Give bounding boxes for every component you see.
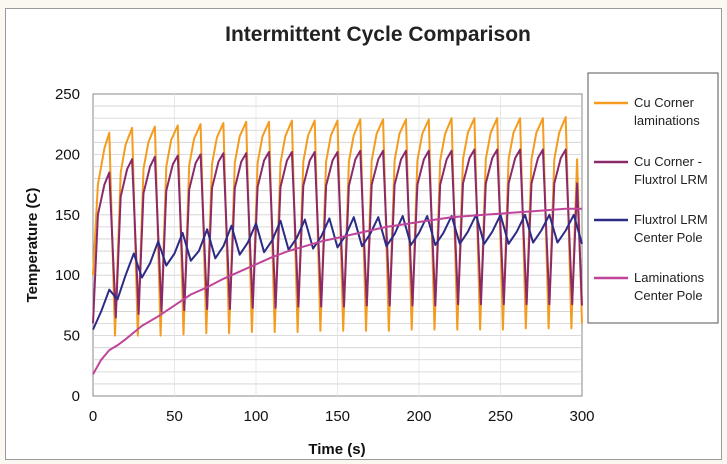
legend-label: Laminations xyxy=(634,270,705,285)
y-axis-title: Temperature (C) xyxy=(24,188,41,303)
legend-label: Cu Corner - xyxy=(634,154,702,169)
y-tick-label: 100 xyxy=(55,267,80,284)
y-tick-label: 200 xyxy=(55,146,80,163)
series-line-3 xyxy=(92,213,583,331)
chart-title: Intermittent Cycle Comparison xyxy=(225,23,531,46)
x-tick-label: 150 xyxy=(325,408,350,425)
legend-label: Center Pole xyxy=(634,288,703,303)
legend-label: Fluxtrol LRM xyxy=(634,172,708,187)
legend-box xyxy=(587,72,719,324)
y-tick-label: 0 xyxy=(72,388,80,405)
legend-label: laminations xyxy=(634,113,700,128)
legend-label: Center Pole xyxy=(634,230,703,245)
x-axis-title: Time (s) xyxy=(308,441,365,458)
y-tick-label: 250 xyxy=(55,86,80,103)
chart-canvas: Intermittent Cycle Comparison 0 50 100 150 2… xyxy=(24,23,719,458)
x-tick-label: 50 xyxy=(166,408,183,425)
legend-label: Fluxtrol LRM xyxy=(634,212,708,227)
x-tick-label: 0 xyxy=(89,408,97,425)
x-tick-label: 300 xyxy=(569,408,594,425)
legend: Cu Corner laminations Cu Corner - Fluxtrol … xyxy=(587,72,719,324)
y-axis-ticks: 0 50 100 150 200 250 xyxy=(55,86,80,405)
series-lines xyxy=(92,116,583,375)
x-tick-label: 250 xyxy=(488,408,513,425)
y-tick-label: 50 xyxy=(63,328,80,345)
y-tick-label: 150 xyxy=(55,207,80,224)
series-line-2 xyxy=(92,148,583,324)
chart-frame: Intermittent Cycle Comparison 0 50 100 150 2… xyxy=(5,8,722,460)
x-tick-label: 100 xyxy=(243,408,268,425)
x-axis-ticks: 0 50 100 150 200 250 300 xyxy=(89,408,595,425)
series-line-4 xyxy=(92,207,582,375)
x-tick-label: 200 xyxy=(406,408,431,425)
legend-label: Cu Corner xyxy=(634,95,695,110)
